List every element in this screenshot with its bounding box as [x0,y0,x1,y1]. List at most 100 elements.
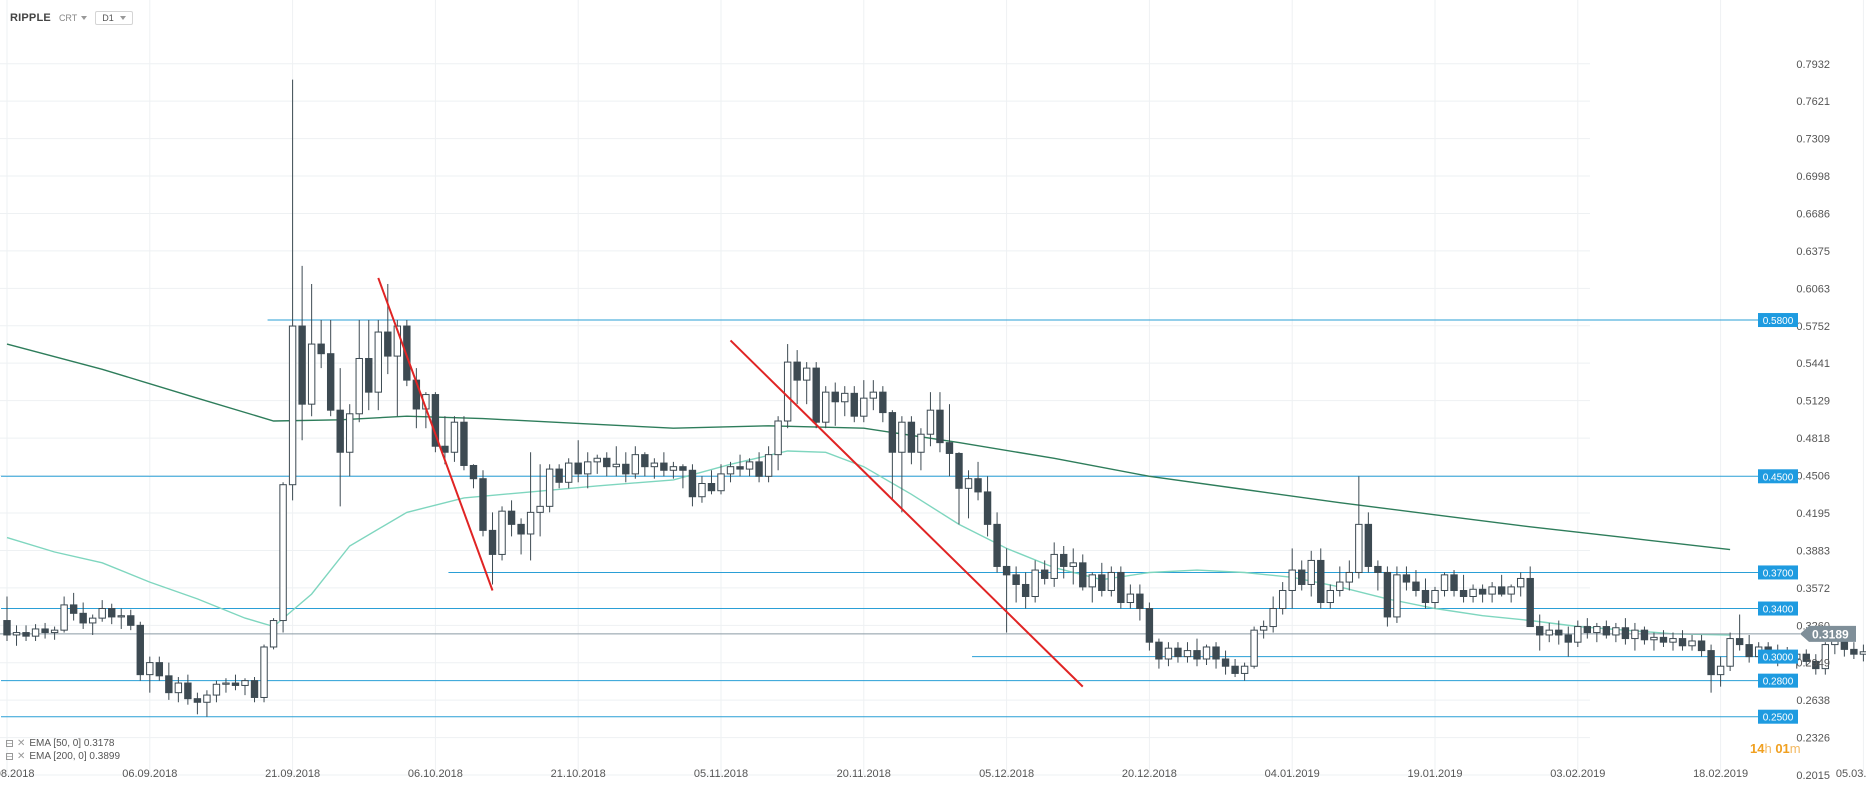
candle[interactable] [1136,584,1144,621]
candle[interactable] [1164,642,1173,667]
candle[interactable] [1336,566,1344,597]
candle[interactable] [79,602,87,629]
candle[interactable] [1583,618,1592,639]
candle[interactable] [793,350,801,405]
candle[interactable] [279,482,287,633]
candle[interactable] [783,344,792,429]
candle[interactable] [1117,566,1125,609]
candle[interactable] [1269,596,1277,633]
candle[interactable] [222,678,230,693]
candle[interactable] [603,452,611,477]
candle[interactable] [326,320,335,417]
instrument-symbol[interactable]: RIPPLE [10,12,51,24]
candle[interactable] [812,362,820,429]
candle[interactable] [165,662,173,700]
candle[interactable] [269,618,278,650]
candle[interactable] [574,440,582,483]
candle[interactable] [184,674,192,705]
candle[interactable] [479,470,487,537]
candle[interactable] [1317,548,1325,609]
candle[interactable] [1593,622,1601,643]
candle[interactable] [907,416,916,465]
candle[interactable] [1174,642,1182,663]
indicator-settings-icon[interactable] [6,740,13,747]
candle[interactable] [174,677,183,703]
candle[interactable] [460,416,468,471]
candle[interactable] [1716,656,1725,687]
candle[interactable] [1155,638,1163,669]
chart-type-select[interactable]: CRT [59,13,88,23]
candle[interactable] [612,446,620,477]
candle[interactable] [136,621,144,681]
candle[interactable] [365,320,373,411]
candle[interactable] [1640,626,1649,645]
candle[interactable] [936,392,944,453]
candle[interactable] [917,428,925,471]
candle[interactable] [1707,644,1715,693]
candle[interactable] [1612,622,1620,643]
candle[interactable] [403,320,411,387]
candle[interactable] [260,644,268,703]
candle[interactable] [3,596,11,641]
candle[interactable] [1250,626,1258,669]
candle[interactable] [1726,632,1734,672]
candle[interactable] [1355,476,1363,579]
candle[interactable] [1364,512,1373,573]
candle[interactable] [993,512,1001,573]
candle[interactable] [31,624,40,641]
candle[interactable] [698,476,706,503]
candle[interactable] [1697,634,1706,657]
candle[interactable] [1288,548,1296,609]
candle[interactable] [1307,550,1315,597]
candle[interactable] [1412,570,1420,597]
candle[interactable] [155,656,164,681]
candle[interactable] [203,690,211,717]
candle[interactable] [50,626,59,640]
interval-select[interactable]: D1 [95,11,133,25]
candle[interactable] [555,464,563,489]
candle[interactable] [1212,642,1220,669]
candle[interactable] [288,79,297,501]
candle[interactable] [212,680,221,703]
candle[interactable] [1459,574,1468,603]
candle[interactable] [60,596,68,633]
candle[interactable] [1231,659,1239,678]
candle[interactable] [355,320,363,423]
candle[interactable] [1507,584,1515,603]
candle[interactable] [12,625,21,646]
candle[interactable] [717,464,725,495]
candle[interactable] [688,464,697,507]
candle[interactable] [336,368,344,507]
candle[interactable] [1735,614,1744,651]
candle[interactable] [898,416,906,513]
candle[interactable] [879,386,887,423]
candle[interactable] [241,678,249,696]
candle[interactable] [974,461,982,501]
candle[interactable] [469,464,478,489]
candle[interactable] [1631,622,1639,651]
candle[interactable] [1040,560,1049,585]
candle[interactable] [1183,642,1192,663]
candle[interactable] [622,452,630,483]
candle[interactable] [1031,560,1039,603]
candle[interactable] [507,500,516,537]
candle[interactable] [498,506,506,561]
candle[interactable] [431,392,440,453]
candle[interactable] [650,458,659,479]
candle[interactable] [1431,586,1439,609]
candle[interactable] [127,609,135,631]
candle[interactable] [22,625,30,641]
candle[interactable] [584,452,592,489]
candle[interactable] [1850,642,1858,660]
candle[interactable] [1298,560,1306,591]
candle[interactable] [1107,566,1116,597]
candle[interactable] [726,461,735,483]
candle[interactable] [441,416,449,465]
candle[interactable] [641,452,649,477]
candle[interactable] [1259,620,1268,639]
candle[interactable] [1621,618,1630,645]
candle[interactable] [1278,582,1287,615]
candle[interactable] [1478,584,1487,603]
candle[interactable] [1374,560,1382,591]
